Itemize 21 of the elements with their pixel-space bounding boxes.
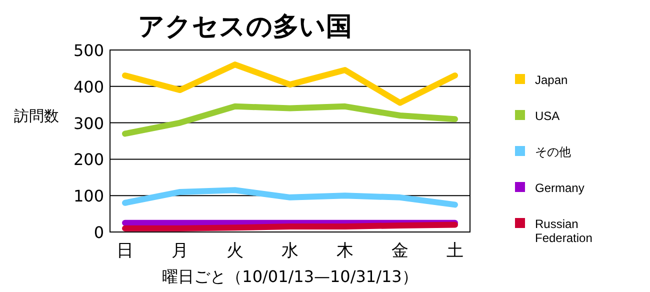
legend-label: Russian Federation [535, 217, 592, 245]
chart-title: アクセスの多い国 [138, 12, 352, 42]
y-tick-label: 300 [73, 114, 104, 133]
x-tick-label: 水 [282, 241, 298, 261]
legend-label: その他 [535, 145, 571, 159]
x-tick-label: 月 [172, 241, 188, 261]
y-tick-label: 500 [73, 41, 104, 60]
legend-label: USA [535, 109, 560, 123]
x-axis-title: 曜日ごと（10/01/13—10/31/13） [162, 267, 418, 286]
x-tick-label: 金 [392, 241, 408, 261]
legend-label: Japan [535, 73, 568, 87]
y-tick-label: 200 [73, 150, 104, 170]
x-tick-label: 日 [116, 241, 134, 261]
x-tick-label: 土 [446, 241, 464, 261]
y-tick-label: 100 [73, 186, 104, 206]
x-tick-label: 木 [336, 241, 354, 261]
y-tick-label: 0 [94, 223, 104, 242]
legend-label: Germany [535, 181, 584, 195]
x-tick-label: 火 [226, 241, 244, 261]
y-axis-title: 訪問数 [14, 107, 59, 125]
y-tick-label: 400 [73, 77, 104, 96]
